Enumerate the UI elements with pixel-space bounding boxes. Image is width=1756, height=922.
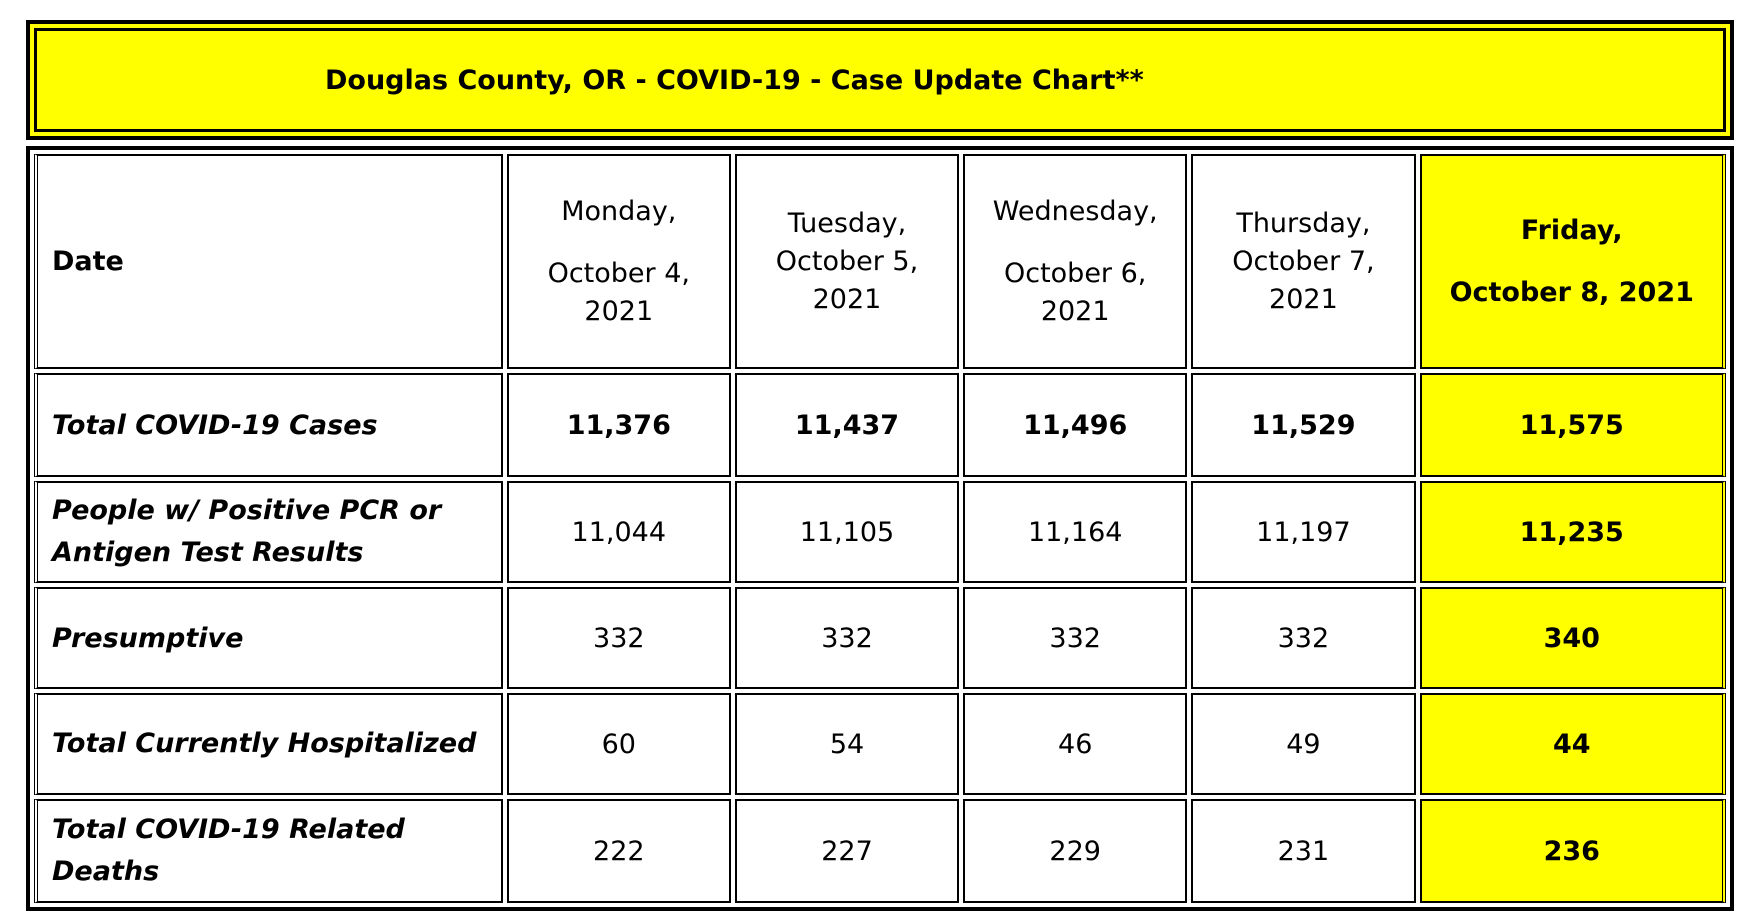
date-wednesday: Wednesday, October 6, 2021 bbox=[963, 154, 1188, 369]
date-wednesday-date: October 6, bbox=[1003, 257, 1147, 289]
date-tuesday-year: 2021 bbox=[812, 283, 882, 315]
date-tuesday: Tuesday, October 5, 2021 bbox=[734, 154, 960, 369]
cell-value: 11,437 bbox=[734, 373, 960, 477]
cell-value: 231 bbox=[1191, 799, 1416, 903]
title-banner-inner: Douglas County, OR - COVID-19 - Case Upd… bbox=[34, 28, 1726, 132]
row-label: Total COVID-19 Related Deaths bbox=[34, 799, 503, 903]
cell-value-highlight: 44 bbox=[1419, 693, 1726, 795]
cell-value: 227 bbox=[734, 799, 960, 903]
date-friday-date: October 8, 2021 bbox=[1449, 276, 1694, 308]
cell-value: 11,164 bbox=[963, 481, 1188, 583]
date-thursday-year: 2021 bbox=[1269, 283, 1338, 315]
cell-value: 332 bbox=[734, 587, 960, 689]
chart-title: Douglas County, OR - COVID-19 - Case Upd… bbox=[325, 64, 1144, 96]
cell-value: 222 bbox=[506, 799, 731, 903]
date-monday: Monday, October 4, 2021 bbox=[506, 154, 731, 369]
row-label: People w/ Positive PCR or Antigen Test R… bbox=[34, 481, 503, 583]
date-friday-day: Friday, bbox=[1520, 214, 1623, 246]
cell-value: 54 bbox=[734, 693, 960, 795]
table-row: Total Currently Hospitalized 60 54 46 49… bbox=[34, 693, 1726, 795]
table-row: Total COVID-19 Cases 11,376 11,437 11,49… bbox=[34, 373, 1726, 477]
cell-value-highlight: 236 bbox=[1419, 799, 1726, 903]
row-label: Presumptive bbox=[34, 587, 503, 689]
cell-value: 11,529 bbox=[1191, 373, 1416, 477]
cell-value-highlight: 11,235 bbox=[1419, 481, 1726, 583]
table-row: Total COVID-19 Related Deaths 222 227 22… bbox=[34, 799, 1726, 903]
date-tuesday-date: October 5, bbox=[775, 245, 919, 277]
row-label: Total COVID-19 Cases bbox=[34, 373, 503, 477]
title-banner: Douglas County, OR - COVID-19 - Case Upd… bbox=[26, 20, 1734, 140]
cell-value: 11,496 bbox=[963, 373, 1188, 477]
date-friday: Friday, October 8, 2021 bbox=[1419, 154, 1726, 369]
cell-value: 49 bbox=[1191, 693, 1416, 795]
cell-value: 11,044 bbox=[506, 481, 731, 583]
cell-value: 229 bbox=[963, 799, 1188, 903]
cell-value: 11,105 bbox=[734, 481, 960, 583]
cell-value: 332 bbox=[963, 587, 1188, 689]
case-update-chart: Douglas County, OR - COVID-19 - Case Upd… bbox=[26, 20, 1734, 911]
date-monday-date: October 4, bbox=[547, 257, 690, 289]
date-monday-day: Monday, bbox=[561, 195, 677, 227]
cell-value: 332 bbox=[1191, 587, 1416, 689]
date-monday-year: 2021 bbox=[584, 295, 654, 327]
row-label: Total Currently Hospitalized bbox=[34, 693, 503, 795]
header-row: Date Monday, October 4, 2021 Tuesday, Oc… bbox=[34, 154, 1726, 369]
cell-value: 332 bbox=[506, 587, 731, 689]
table-row: Presumptive 332 332 332 332 340 bbox=[34, 587, 1726, 689]
date-wednesday-day: Wednesday, bbox=[992, 195, 1158, 227]
date-thursday-day: Thursday, bbox=[1236, 207, 1371, 239]
date-tuesday-day: Tuesday, bbox=[787, 207, 907, 239]
cell-value: 11,197 bbox=[1191, 481, 1416, 583]
cell-value: 11,376 bbox=[506, 373, 731, 477]
date-wednesday-year: 2021 bbox=[1040, 295, 1110, 327]
cell-value-highlight: 11,575 bbox=[1419, 373, 1726, 477]
case-table: Date Monday, October 4, 2021 Tuesday, Oc… bbox=[26, 146, 1734, 911]
table-row: People w/ Positive PCR or Antigen Test R… bbox=[34, 481, 1726, 583]
date-thursday-date: October 7, bbox=[1232, 245, 1375, 277]
date-thursday: Thursday, October 7, 2021 bbox=[1191, 154, 1416, 369]
cell-value: 46 bbox=[963, 693, 1188, 795]
date-header-label: Date bbox=[52, 246, 124, 277]
date-header: Date bbox=[34, 154, 503, 369]
cell-value-highlight: 340 bbox=[1419, 587, 1726, 689]
cell-value: 60 bbox=[506, 693, 731, 795]
